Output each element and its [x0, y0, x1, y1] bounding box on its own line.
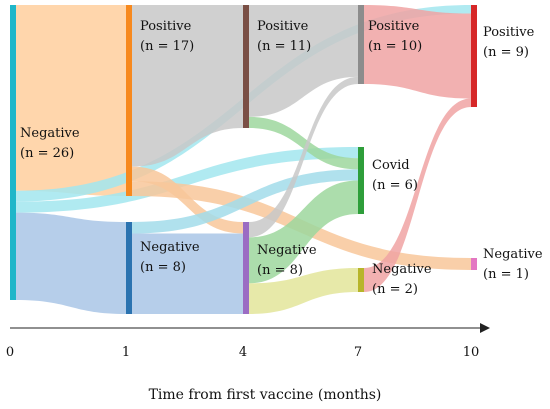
node-label-pos10: Positive [483, 25, 535, 40]
axis-arrowhead [480, 323, 490, 333]
node-count-neg7: (n = 2) [372, 282, 418, 297]
node-bar-neg1 [126, 222, 132, 314]
tick-label-7: 7 [354, 345, 362, 360]
tick-label-1: 1 [122, 345, 130, 360]
flow-pos1-to-pos4 [132, 5, 243, 167]
node-bar-neg7 [358, 268, 364, 292]
flow-neg4-to-neg7 [249, 268, 358, 314]
node-label-neg7: Negative [372, 262, 432, 277]
flow-neg1-to-covid [132, 169, 358, 234]
flow-pos4-to-pos7 [249, 5, 358, 117]
flow-neg1-to-neg4 [132, 233, 243, 314]
node-bar-pos10 [471, 5, 477, 107]
node-label-pos7: Positive [368, 19, 420, 34]
flow-neg4-to-covid [249, 180, 358, 284]
flow-neg0-to-neg1 [16, 212, 126, 314]
node-label-pos4: Positive [257, 19, 309, 34]
node-count-pos7: (n = 10) [368, 39, 422, 54]
node-label-neg10: Negative [483, 247, 543, 262]
time-axis: 0 1 4 7 10 Time from first vaccine (mont… [6, 323, 490, 403]
node-label-pos1: Positive [140, 19, 192, 34]
flow-neg7-to-pos10 [364, 98, 471, 292]
node-count-covid: (n = 6) [372, 178, 418, 193]
flow-pos7-to-pos10 [364, 5, 471, 99]
node-label-covid: Covid [372, 158, 410, 173]
flow-neg4-to-pos7 [249, 76, 358, 238]
node-count-pos10: (n = 9) [483, 45, 529, 60]
node-label-neg1: Negative [140, 240, 200, 255]
tick-label-4: 4 [239, 345, 247, 360]
node-count-neg1: (n = 8) [140, 260, 186, 275]
node-count-neg0: (n = 26) [20, 146, 74, 161]
node-bar-pos7 [358, 5, 364, 84]
node-bar-neg10 [471, 258, 477, 270]
node-bar-covid [358, 147, 364, 214]
node-bar-pos4 [243, 5, 249, 128]
node-count-pos4: (n = 11) [257, 39, 311, 54]
labels-layer: Negative (n = 26) Positive (n = 17) Negative… [20, 19, 543, 297]
node-label-neg4: Negative [257, 243, 317, 258]
tick-label-0: 0 [6, 345, 14, 360]
node-label-neg0: Negative [20, 126, 80, 141]
node-bar-neg4 [243, 222, 249, 314]
flow-neg0-to-pos1 [16, 5, 126, 196]
node-count-neg10: (n = 1) [483, 267, 529, 282]
node-count-pos1: (n = 17) [140, 39, 194, 54]
flow-pos4-to-covid [249, 116, 358, 170]
nodes-layer [10, 5, 477, 314]
node-bar-pos1 [126, 5, 132, 196]
node-count-neg4: (n = 8) [257, 263, 303, 278]
node-bar-neg0 [10, 5, 16, 300]
tick-label-10: 10 [463, 345, 480, 360]
flow-neg0-to-covid [16, 147, 358, 213]
axis-title: Time from first vaccine (months) [149, 387, 382, 403]
